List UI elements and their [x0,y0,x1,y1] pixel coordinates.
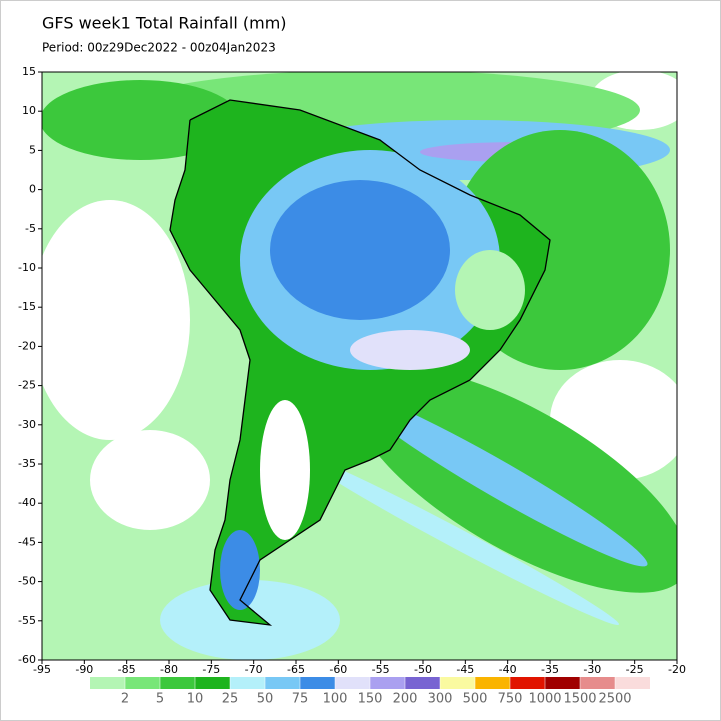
colorbar-box [160,677,195,689]
colorbar-box [405,677,440,689]
y-tick-label: -60 [18,653,36,666]
x-tick-label: -75 [202,663,220,676]
x-tick-label: -90 [75,663,93,676]
x-tick-label: -85 [118,663,136,676]
colorbar-label: 500 [463,692,488,707]
colorbar-label: 75 [292,692,309,707]
y-tick-label: -40 [18,496,36,509]
y-tick-label: -30 [18,418,36,431]
x-tick-label: -25 [626,663,644,676]
y-tick-label: -55 [18,614,36,627]
map-title: GFS week1 Total Rainfall (mm) [42,14,287,33]
y-tick-label: -35 [18,457,36,470]
colorbar-label: 300 [428,692,453,707]
colorbar-label: 100 [323,692,348,707]
colorbar-label: 750 [498,692,523,707]
colorbar-label: 2500 [598,692,631,707]
x-tick-label: -35 [541,663,559,676]
colorbar-label: 1000 [528,692,561,707]
colorbar-label: 5 [156,692,164,707]
y-tick-label: 0 [29,183,36,196]
colorbar-label: 150 [358,692,383,707]
y-tick-label: -25 [18,379,36,392]
y-tick-label: -45 [18,535,36,548]
y-tick-label: -50 [18,575,36,588]
colorbar-label: 200 [393,692,418,707]
colorbar-label: 2 [121,692,129,707]
colorbar-box [615,677,650,689]
x-tick-label: -45 [456,663,474,676]
colorbar-box [580,677,615,689]
colorbar-label: 25 [222,692,239,707]
rainfall-field [42,72,677,660]
x-tick-label: -95 [33,663,51,676]
map-period: Period: 00z29Dec2022 - 00z04Jan2023 [42,41,276,55]
colorbar-box [440,677,475,689]
y-tick-label: 10 [22,104,36,117]
colorbar-label: 50 [257,692,274,707]
colorbar-box [510,677,545,689]
colorbar-box [545,677,580,689]
x-tick-label: -20 [668,663,686,676]
y-tick-label: -15 [18,300,36,313]
x-tick-label: -80 [160,663,178,676]
x-tick-label: -50 [414,663,432,676]
y-tick-label: -10 [18,261,36,274]
y-tick-label: -5 [25,222,36,235]
colorbar-label: 1500 [563,692,596,707]
x-tick-label: -60 [329,663,347,676]
colorbar-label: 10 [187,692,204,707]
colorbar-box [195,677,230,689]
x-tick-label: -40 [499,663,517,676]
colorbar-box [125,677,160,689]
colorbar-box [265,677,300,689]
x-tick-label: -65 [287,663,305,676]
colorbar-box [370,677,405,689]
x-tick-label: -55 [372,663,390,676]
colorbar-box [475,677,510,689]
colorbar-box [90,677,125,689]
y-tick-label: 5 [29,143,36,156]
y-tick-label: -20 [18,339,36,352]
x-tick-label: -30 [583,663,601,676]
x-tick-label: -70 [245,663,263,676]
colorbar-box [300,677,335,689]
map-frame [41,71,678,661]
colorbar-box [230,677,265,689]
colorbar-box [335,677,370,689]
y-tick-label: 15 [22,65,36,78]
